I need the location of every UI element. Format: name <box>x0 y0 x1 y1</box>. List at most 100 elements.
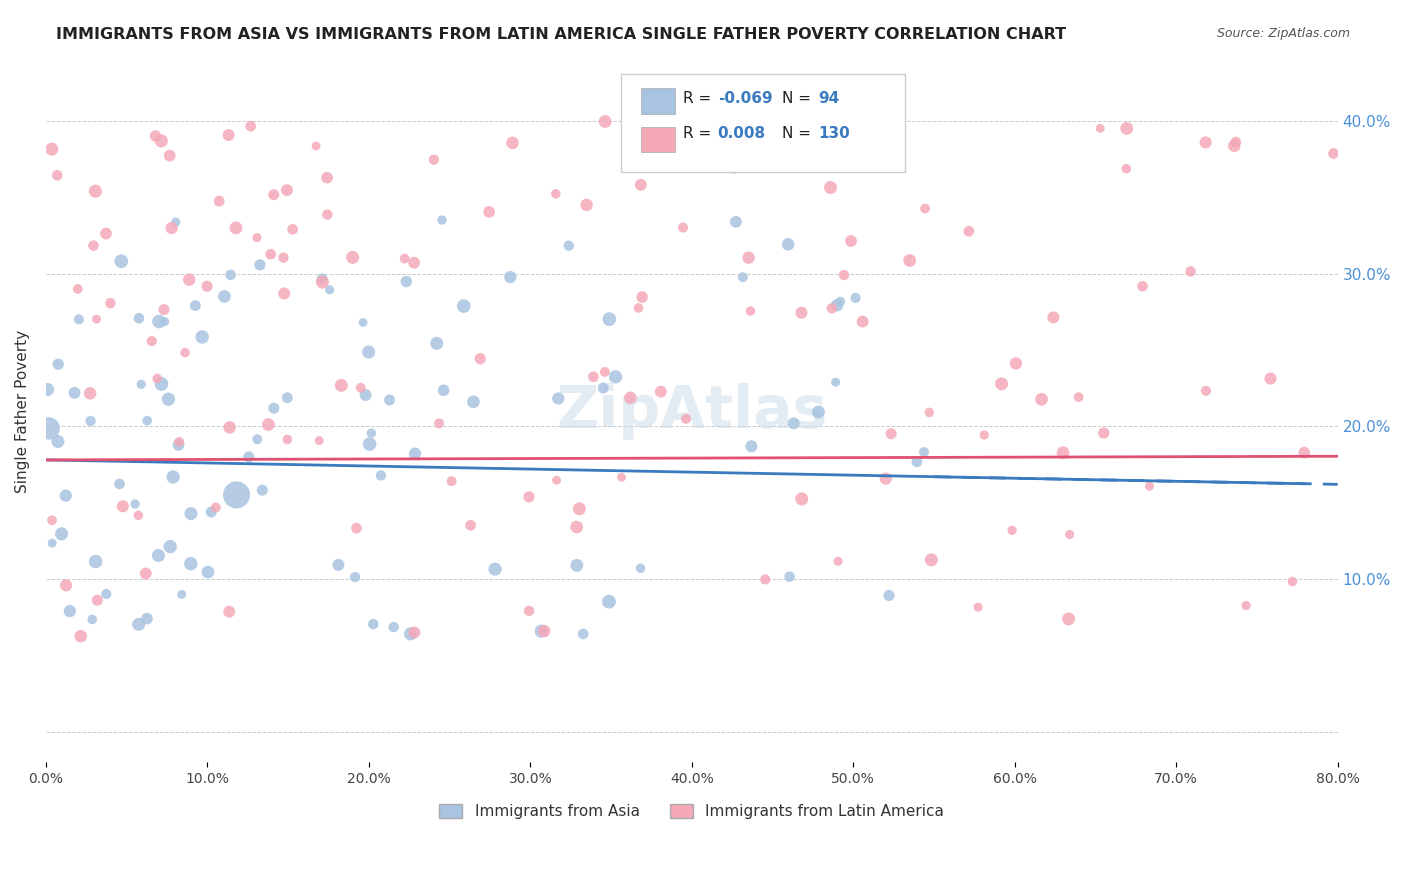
Point <box>46 357 69 371</box>
Point <box>59 604 82 618</box>
Point <box>1092 425 1115 440</box>
Point <box>1132 279 1154 293</box>
Point <box>357 345 380 359</box>
Point <box>276 433 298 447</box>
Point <box>1042 310 1064 325</box>
Point <box>352 316 374 330</box>
Point <box>41 536 63 550</box>
Point <box>605 369 627 384</box>
Point <box>180 557 202 571</box>
FancyBboxPatch shape <box>641 88 675 113</box>
Point <box>257 417 280 432</box>
Point <box>575 198 598 212</box>
Point <box>627 301 650 315</box>
Point <box>316 208 339 222</box>
Text: N =: N = <box>782 91 815 106</box>
Point <box>582 369 605 384</box>
Point <box>1059 527 1081 541</box>
Point <box>905 455 928 469</box>
Point <box>399 627 422 641</box>
Point <box>912 445 935 459</box>
Text: ZipAtlas: ZipAtlas <box>557 383 827 440</box>
Point <box>731 270 754 285</box>
Point <box>423 153 446 167</box>
Point <box>316 170 339 185</box>
Point <box>918 405 941 419</box>
Point <box>530 624 553 639</box>
Point <box>55 578 77 592</box>
Point <box>208 194 231 209</box>
Point <box>157 392 180 407</box>
Point <box>1115 121 1137 136</box>
Point <box>754 573 776 587</box>
Point <box>79 414 101 428</box>
Text: Source: ZipAtlas.com: Source: ZipAtlas.com <box>1216 27 1350 40</box>
Point <box>218 420 240 434</box>
Point <box>852 315 875 329</box>
Legend: Immigrants from Asia, Immigrants from Latin America: Immigrants from Asia, Immigrants from La… <box>433 797 950 825</box>
Point <box>1139 479 1161 493</box>
Point <box>990 376 1012 391</box>
Point <box>830 294 852 309</box>
Point <box>96 587 118 601</box>
Point <box>128 311 150 326</box>
Point <box>37 383 59 397</box>
Point <box>825 298 848 312</box>
Point <box>898 253 921 268</box>
Point <box>108 476 131 491</box>
Point <box>146 371 169 385</box>
Point <box>184 299 207 313</box>
Point <box>167 434 190 449</box>
Point <box>807 405 830 419</box>
Point <box>79 386 101 401</box>
Text: 94: 94 <box>818 91 839 106</box>
Point <box>86 593 108 607</box>
Point <box>305 139 328 153</box>
Point <box>593 365 616 379</box>
Point <box>174 345 197 359</box>
Point <box>453 299 475 313</box>
Point <box>246 230 269 244</box>
Point <box>86 312 108 326</box>
Point <box>546 473 568 487</box>
Point <box>598 594 620 608</box>
Point <box>440 474 463 488</box>
Point <box>159 540 181 554</box>
Point <box>136 414 159 428</box>
Point <box>565 520 588 534</box>
Point <box>273 286 295 301</box>
Point <box>404 625 426 640</box>
Point <box>55 489 77 503</box>
Point <box>737 251 759 265</box>
Point <box>46 434 69 449</box>
Point <box>610 470 633 484</box>
Point <box>877 589 900 603</box>
Point <box>145 128 167 143</box>
Point <box>128 617 150 632</box>
Point <box>533 624 555 638</box>
Point <box>124 497 146 511</box>
Point <box>1057 612 1080 626</box>
Point <box>259 247 281 261</box>
Point <box>914 202 936 216</box>
Point <box>148 549 170 563</box>
Point <box>84 554 107 568</box>
Point <box>821 301 844 316</box>
Point <box>1294 445 1316 459</box>
Point <box>150 376 173 391</box>
Point <box>499 270 522 285</box>
Point <box>94 227 117 241</box>
Point <box>225 488 247 502</box>
Point <box>148 314 170 328</box>
Point <box>197 565 219 579</box>
Point <box>740 439 762 453</box>
Point <box>967 600 990 615</box>
Point <box>238 450 260 464</box>
Point <box>1195 384 1218 398</box>
Point <box>69 629 91 643</box>
Point <box>778 237 800 252</box>
Point <box>162 470 184 484</box>
Point <box>1234 599 1257 613</box>
Text: IMMIGRANTS FROM ASIA VS IMMIGRANTS FROM LATIN AMERICA SINGLE FATHER POVERTY CORR: IMMIGRANTS FROM ASIA VS IMMIGRANTS FROM … <box>56 27 1066 42</box>
Point <box>1090 121 1112 136</box>
